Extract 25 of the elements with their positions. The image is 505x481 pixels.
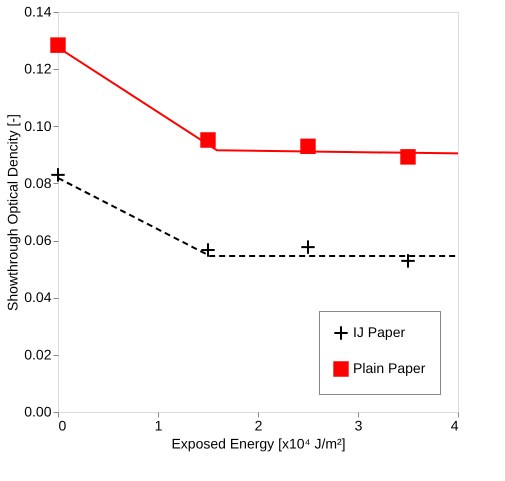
x-tick-label: 0 <box>58 418 66 434</box>
point <box>300 138 316 154</box>
point <box>300 239 316 255</box>
y-tick-label: 0.06 <box>24 232 52 248</box>
x-axis-title: Exposed Energy [x10⁴ J/m²] <box>171 436 346 452</box>
y-tick-label: 0.04 <box>24 289 52 306</box>
y-tick-label: 0.12 <box>24 60 52 77</box>
y-axis-title: Showthrough Optical Dencity [-] <box>4 114 20 311</box>
point <box>50 167 66 183</box>
y-tick-label: 0.10 <box>24 118 52 134</box>
y-tick-label: 0.02 <box>24 346 52 362</box>
point <box>50 37 66 53</box>
x-tick-label: 4 <box>450 418 459 434</box>
x-tick-label: 3 <box>354 418 363 434</box>
point <box>400 149 416 165</box>
y-tick-label: 0.00 <box>24 404 52 420</box>
legend-label: IJ Paper <box>353 324 406 340</box>
point <box>400 253 416 269</box>
point <box>200 132 216 148</box>
x-tick-label: 1 <box>154 418 163 434</box>
legend-label: Plain Paper <box>353 360 426 376</box>
x-tick-label: 2 <box>254 418 263 434</box>
point <box>200 242 216 258</box>
y-tick-label: 0.08 <box>24 174 52 191</box>
y-tick-label: 0.14 <box>24 4 52 20</box>
